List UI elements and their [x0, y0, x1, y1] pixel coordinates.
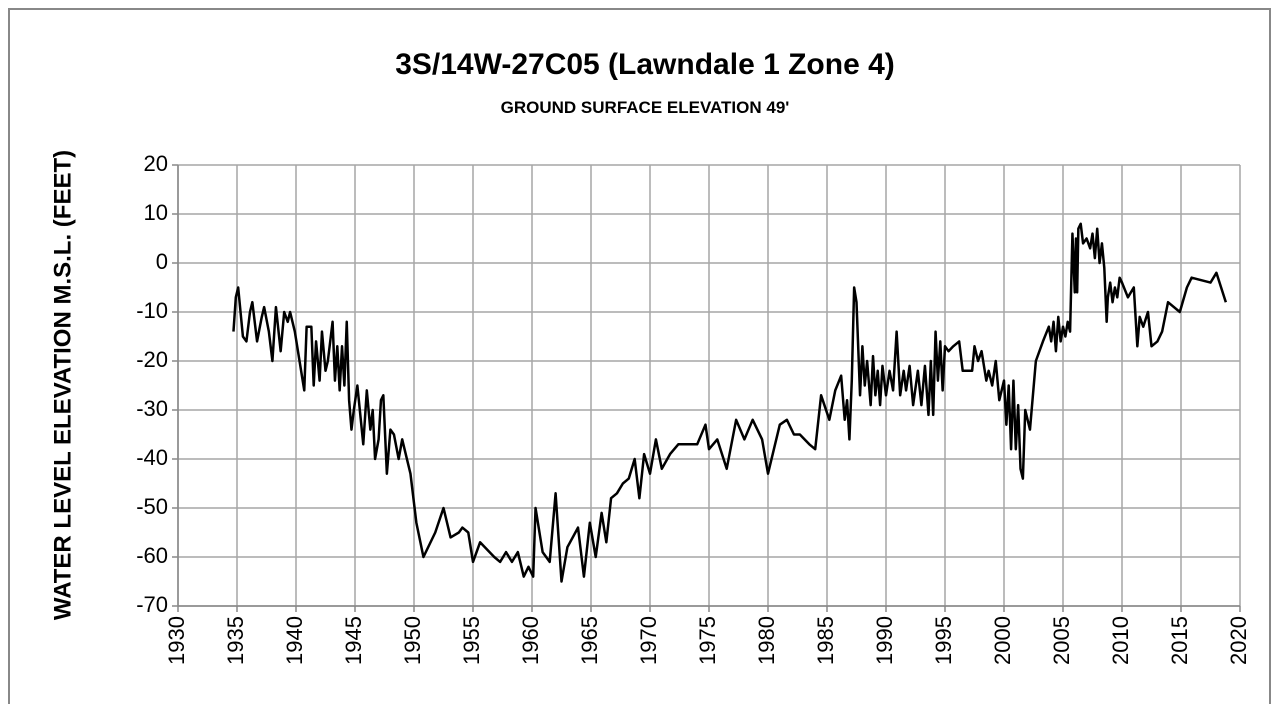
- y-tick-label: -30: [136, 396, 168, 421]
- x-tick-label: 1980: [754, 616, 779, 665]
- x-tick-label: 1985: [813, 616, 838, 665]
- x-tick-label: 2005: [1049, 616, 1074, 665]
- x-tick-label: 2020: [1226, 616, 1251, 665]
- x-tick-label: 1990: [872, 616, 897, 665]
- y-tick-label: -60: [136, 543, 168, 568]
- x-tick-label: 2015: [1167, 616, 1192, 665]
- x-tick-label: 1975: [695, 616, 720, 665]
- y-tick-label: -10: [136, 298, 168, 323]
- y-tick-label: -40: [136, 445, 168, 470]
- x-tick-label: 1940: [282, 616, 307, 665]
- x-tick-label: 1970: [636, 616, 661, 665]
- x-tick-label: 1965: [577, 616, 602, 665]
- x-tick-label: 2000: [990, 616, 1015, 665]
- x-tick-label: 1945: [341, 616, 366, 665]
- y-tick-label: 0: [156, 249, 168, 274]
- x-tick-label: 1955: [459, 616, 484, 665]
- x-tick-label: 2010: [1108, 616, 1133, 665]
- chart-border: [8, 8, 1271, 704]
- x-tick-label: 1930: [164, 616, 189, 665]
- y-tick-label: 20: [144, 151, 168, 176]
- y-tick-label: -20: [136, 347, 168, 372]
- x-tick-label: 1960: [518, 616, 543, 665]
- x-tick-label: 1950: [400, 616, 425, 665]
- y-axis-label: WATER LEVEL ELEVATION M.S.L. (FEET): [49, 150, 76, 620]
- chart-subtitle: GROUND SURFACE ELEVATION 49': [501, 98, 790, 117]
- y-tick-label: 10: [144, 200, 168, 225]
- x-tick-label: 1935: [223, 616, 248, 665]
- y-tick-label: -70: [136, 592, 168, 617]
- data-line: [232, 222, 1228, 583]
- x-tick-label: 1995: [931, 616, 956, 665]
- y-tick-label: -50: [136, 494, 168, 519]
- chart-title: 3S/14W-27C05 (Lawndale 1 Zone 4): [395, 48, 895, 81]
